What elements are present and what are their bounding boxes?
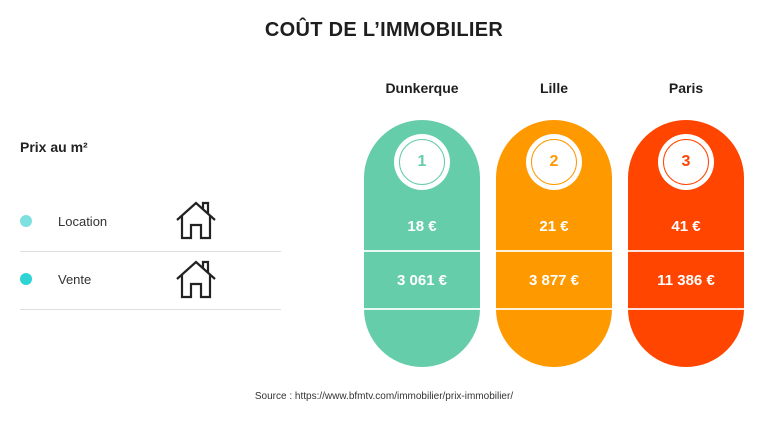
location-price: 41 € [671, 218, 701, 235]
legend-label-location: Location [58, 214, 108, 229]
city-name: Paris [668, 80, 704, 96]
city-name: Dunkerque [385, 80, 459, 96]
divider [364, 250, 480, 252]
rank-number: 2 [531, 139, 577, 185]
divider [496, 308, 612, 310]
vente-price: 11 386 € [657, 272, 715, 289]
city-card-paris: 3 41 € 11 386 € [628, 120, 744, 367]
vente-price: 3 061 € [396, 272, 448, 289]
page-title: COÛT DE L’IMMOBILIER [264, 19, 504, 41]
legend-subtitle: Prix au m² [20, 139, 88, 155]
location-price: 18 € [407, 218, 437, 235]
divider [628, 308, 744, 310]
divider [496, 250, 612, 252]
rank-number: 3 [663, 139, 709, 185]
divider [628, 250, 744, 252]
vente-price: 3 877 € [528, 272, 580, 289]
rank-badge: 3 [658, 134, 714, 190]
city-card-lille: 2 21 € 3 877 € [496, 120, 612, 367]
house-icon [176, 260, 216, 299]
divider [20, 309, 281, 310]
rank-badge: 1 [394, 134, 450, 190]
legend-label-vente: Vente [58, 272, 92, 287]
location-price: 21 € [539, 218, 569, 235]
source-note: Source : https://www.bfmtv.com/immobilie… [254, 391, 514, 402]
rank-badge: 2 [526, 134, 582, 190]
house-icon [176, 201, 216, 240]
divider [20, 251, 281, 252]
city-card-dunkerque: 1 18 € 3 061 € [364, 120, 480, 367]
city-name: Lille [539, 80, 568, 96]
divider [364, 308, 480, 310]
vente-dot [20, 273, 32, 285]
rank-number: 1 [399, 139, 445, 185]
location-dot [20, 215, 32, 227]
